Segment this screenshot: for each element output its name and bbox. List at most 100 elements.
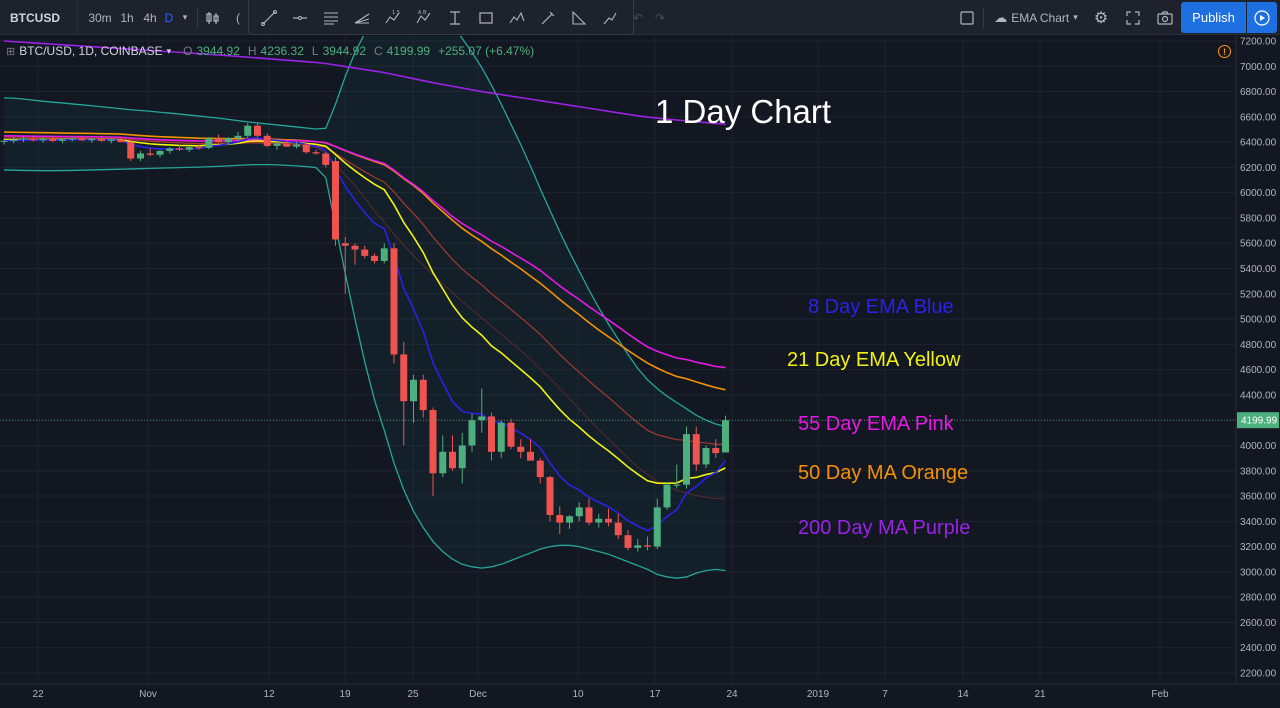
candle-body (653, 507, 661, 547)
candle-body (692, 434, 700, 465)
gear-icon[interactable]: ⚙ (1093, 9, 1109, 27)
chart-layout-name: EMA Chart (1011, 10, 1070, 25)
candle-body (458, 445, 466, 469)
head-shoulders-icon[interactable] (501, 0, 532, 35)
candle-body (663, 484, 671, 508)
trend-line-icon[interactable] (253, 0, 284, 35)
expand-icon[interactable] (1122, 0, 1144, 35)
horizontal-line-icon[interactable] (284, 0, 315, 35)
bollinger-lower-line (3, 163, 726, 579)
price-tick-label: 4400.00 (1240, 390, 1277, 401)
candles (0, 123, 729, 552)
alert-icon[interactable]: ! (1218, 45, 1231, 58)
price-tick-label: 5600.00 (1240, 239, 1277, 250)
candle-body (673, 484, 681, 486)
price-tick-label: 3800.00 (1240, 466, 1277, 477)
low-value: 3944.92 (322, 44, 366, 58)
interval-30m[interactable]: 30m (88, 10, 112, 25)
grid-icon[interactable]: ⊞ (6, 45, 16, 58)
time-tick-label: 24 (726, 689, 738, 700)
candle-body (614, 522, 622, 536)
ema55-pink-line (3, 135, 726, 369)
undo-icon[interactable]: ↶ (632, 10, 644, 25)
interval-1h[interactable]: 1h (120, 10, 134, 25)
high-label: H (247, 44, 257, 58)
candle-body (439, 451, 447, 474)
annotation-ma200: 200 Day MA Purple (798, 517, 971, 539)
candle-body (410, 379, 417, 402)
parallel-channel-icon[interactable] (315, 0, 346, 35)
candle-body (146, 153, 154, 155)
pitchfork-icon[interactable] (346, 0, 377, 35)
annotation-ema55: 55 Day EMA Pink (798, 413, 954, 435)
price-tick-label: 3200.00 (1240, 542, 1277, 553)
brush-icon[interactable] (532, 0, 563, 35)
candle-body (419, 379, 427, 411)
change-value: +255.07 (+6.47%) (438, 44, 535, 58)
pair-label[interactable]: BTC/USD, 1D, COINBASE (19, 44, 163, 58)
interval-dropdown-icon[interactable]: ▾ (182, 12, 188, 22)
candle-body (234, 135, 242, 139)
rectangle-icon[interactable] (470, 0, 501, 35)
play-icon[interactable] (1247, 2, 1277, 33)
candle-style-icon[interactable] (200, 0, 226, 35)
interval-4h[interactable]: 4h (143, 10, 157, 25)
time-tick-label: 21 (1034, 689, 1046, 700)
price-tick-label: 4800.00 (1240, 340, 1277, 351)
candle-body (644, 545, 651, 547)
time-tick-label: 12 (263, 689, 275, 700)
last-price-label: 4199.99 (1241, 416, 1278, 427)
price-tick-label: 2800.00 (1240, 593, 1277, 604)
candle-body (254, 125, 261, 136)
time-tick-label: 10 (572, 689, 584, 700)
elliott-wave-icon[interactable]: A B (408, 0, 439, 35)
candle-body (293, 144, 300, 147)
candle-body (722, 420, 729, 453)
candle-body (351, 245, 359, 250)
candle-body (98, 138, 105, 141)
candle-body (185, 147, 193, 150)
publish-button[interactable]: Publish (1181, 2, 1246, 33)
indicators-icon[interactable]: ( (236, 10, 240, 25)
ma-red-line (3, 136, 726, 445)
chart-annotation-title: 1 Day Chart (655, 93, 832, 130)
price-chart[interactable]: 7200.00 7000.00 6800.00 6600.00 6400.00 6200.… (0, 36, 1280, 708)
candle-body (10, 139, 18, 141)
path-icon[interactable] (594, 0, 625, 35)
candle-body (478, 416, 486, 421)
candle-body (527, 451, 534, 461)
time-tick-label: 14 (957, 689, 969, 700)
redo-icon[interactable]: ↷ (654, 10, 666, 25)
ohlc-legend: ⊞ BTC/USD, 1D, COINBASE ▾ O 3944.92 H 4236… (6, 44, 534, 58)
candle-body (0, 140, 8, 142)
camera-icon[interactable] (1154, 0, 1176, 35)
xabcd-pattern-icon[interactable]: 1 5 (377, 0, 408, 35)
price-tick-label: 2600.00 (1240, 618, 1277, 629)
candle-body (244, 125, 252, 136)
close-label: C (374, 44, 383, 58)
candle-body (400, 354, 408, 402)
time-tick-label: 19 (339, 689, 351, 700)
interval-d[interactable]: D (164, 10, 174, 25)
candle-body (20, 138, 27, 140)
candle-body (195, 147, 203, 149)
drawing-toolbar: 1 5 A B (248, 0, 634, 35)
toolbar-divider (197, 8, 198, 28)
candle-body (605, 518, 612, 523)
price-tick-label: 5200.00 (1240, 289, 1277, 300)
time-tick-label: 2019 (807, 689, 830, 700)
fullscreen-square-icon[interactable] (956, 0, 978, 35)
candle-body (312, 152, 320, 154)
chart-layout-menu[interactable]: ☁ EMA Chart ▾ (988, 0, 1084, 35)
candle-body (585, 507, 593, 523)
candle-body (88, 138, 96, 141)
date-range-icon[interactable] (439, 0, 470, 35)
triangle-pattern-icon[interactable] (563, 0, 594, 35)
time-tick-label: 17 (649, 689, 661, 700)
chevron-down-icon[interactable]: ▾ (166, 45, 172, 56)
candle-body (59, 139, 66, 141)
symbol-search[interactable]: BTCUSD (0, 0, 78, 35)
toolbar-divider (983, 8, 984, 28)
price-tick-label: 3400.00 (1240, 517, 1277, 528)
